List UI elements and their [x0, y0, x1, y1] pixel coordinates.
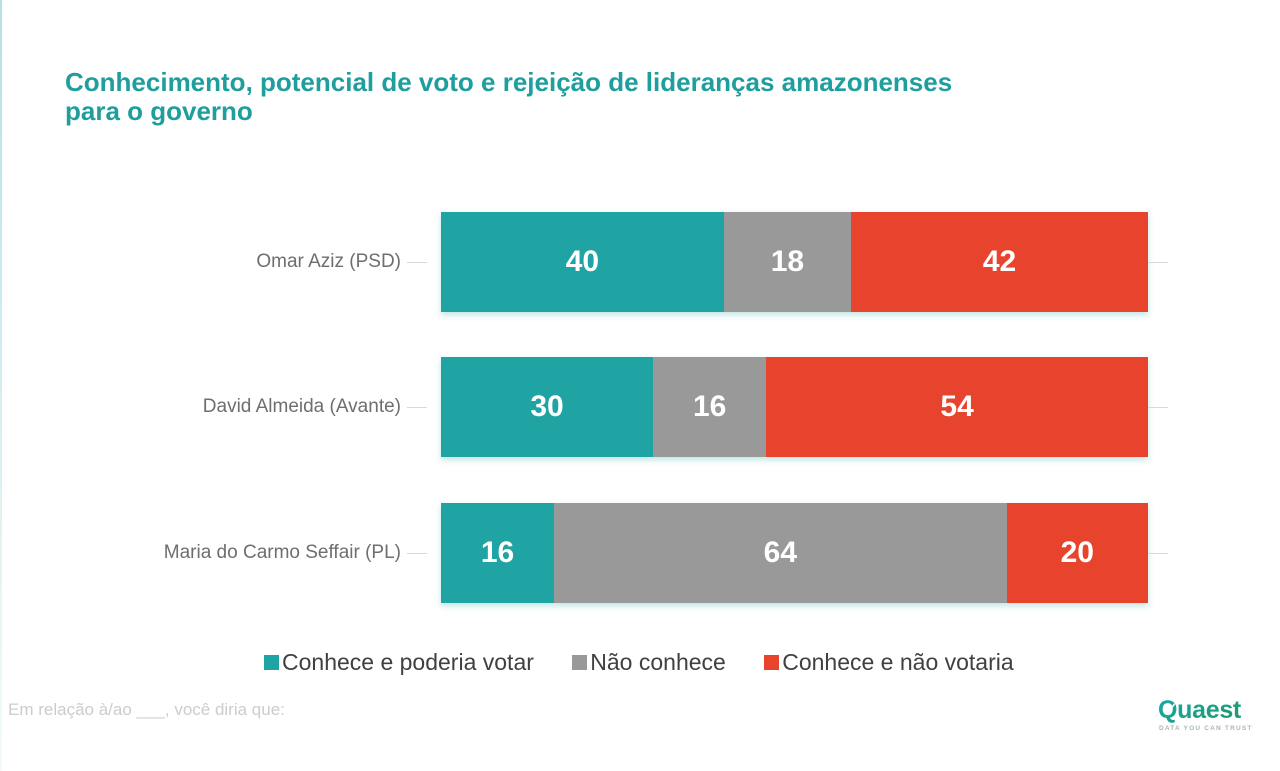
- svg-text:DATA YOU CAN TRUST: DATA YOU CAN TRUST: [1159, 725, 1253, 732]
